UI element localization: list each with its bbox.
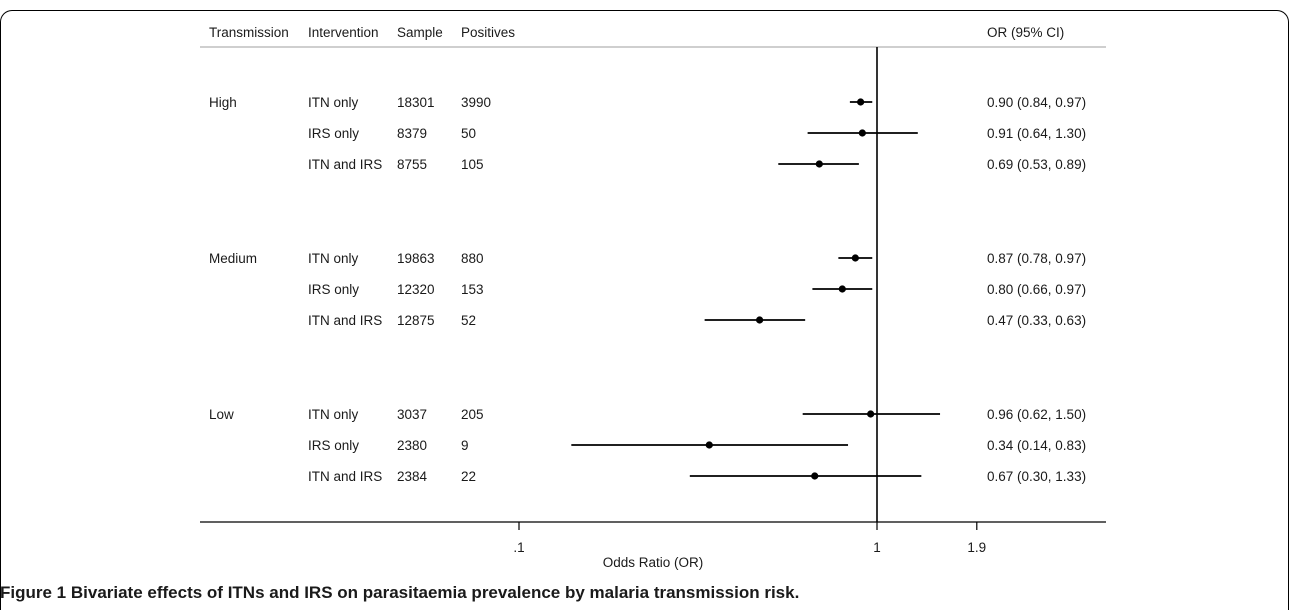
or-point [756, 316, 764, 324]
or-point [867, 410, 875, 418]
or-point [858, 129, 866, 137]
header-positives: Positives [461, 25, 515, 40]
intervention-cell: ITN and IRS [308, 313, 382, 328]
header-sample: Sample [397, 25, 443, 40]
figure-frame [0, 10, 1289, 610]
transmission-cell: High [209, 95, 237, 110]
header-or-ci: OR (95% CI) [987, 25, 1064, 40]
intervention-cell: IRS only [308, 126, 359, 141]
or-ci-cell: 0.91 (0.64, 1.30) [987, 126, 1086, 141]
positives-cell: 880 [461, 251, 484, 266]
or-ci-cell: 0.47 (0.33, 0.63) [987, 313, 1086, 328]
positives-cell: 205 [461, 407, 484, 422]
or-ci-cell: 0.34 (0.14, 0.83) [987, 438, 1086, 453]
positives-cell: 105 [461, 157, 484, 172]
or-ci-cell: 0.67 (0.30, 1.33) [987, 469, 1086, 484]
column-headers: Transmission Intervention Sample Positiv… [209, 25, 1064, 40]
or-point [705, 441, 713, 449]
x-axis-ticks: .1 1 1.9 [513, 522, 986, 555]
table-row: ITN and IRS 12875 52 0.47 (0.33, 0.63) [308, 313, 1086, 328]
positives-cell: 153 [461, 282, 484, 297]
x-tick-label: 1 [873, 540, 881, 555]
sample-cell: 8379 [397, 126, 427, 141]
sample-cell: 2384 [397, 469, 428, 484]
or-point [838, 285, 846, 293]
table-rows: High ITN only 18301 3990 0.90 (0.84, 0.97) IR… [209, 95, 1086, 484]
intervention-cell: ITN and IRS [308, 157, 382, 172]
or-point [857, 98, 865, 106]
table-row: Low ITN only 3037 205 0.96 (0.62, 1.50) [209, 407, 1086, 422]
intervention-cell: ITN and IRS [308, 469, 382, 484]
sample-cell: 8755 [397, 157, 427, 172]
ci-marks [571, 98, 941, 480]
x-tick-label: .1 [513, 540, 524, 555]
forest-plot: Transmission Intervention Sample Positiv… [200, 25, 1106, 570]
table-row: IRS only 12320 153 0.80 (0.66, 0.97) [308, 282, 1086, 297]
or-ci-cell: 0.90 (0.84, 0.97) [987, 95, 1086, 110]
or-point [811, 472, 819, 480]
figure-caption: Figure 1 Bivariate effects of ITNs and I… [0, 583, 799, 603]
intervention-cell: ITN only [308, 251, 359, 266]
intervention-cell: ITN only [308, 95, 359, 110]
header-transmission: Transmission [209, 25, 289, 40]
table-row: High ITN only 18301 3990 0.90 (0.84, 0.97) [209, 95, 1086, 110]
x-tick-label: 1.9 [967, 540, 986, 555]
sample-cell: 3037 [397, 407, 427, 422]
caption-text: Bivariate effects of ITNs and IRS on par… [70, 583, 800, 602]
table-row: IRS only 8379 50 0.91 (0.64, 1.30) [308, 126, 1086, 141]
x-axis-title: Odds Ratio (OR) [603, 555, 704, 570]
sample-cell: 12320 [397, 282, 435, 297]
or-ci-cell: 0.96 (0.62, 1.50) [987, 407, 1086, 422]
intervention-cell: ITN only [308, 407, 359, 422]
or-point [815, 160, 823, 168]
table-row: ITN and IRS 2384 22 0.67 (0.30, 1.33) [308, 469, 1086, 484]
intervention-cell: IRS only [308, 282, 359, 297]
table-row: Medium ITN only 19863 880 0.87 (0.78, 0.97) [209, 251, 1086, 266]
transmission-cell: Low [209, 407, 234, 422]
sample-cell: 19863 [397, 251, 435, 266]
table-row: ITN and IRS 8755 105 0.69 (0.53, 0.89) [308, 157, 1086, 172]
positives-cell: 50 [461, 126, 476, 141]
positives-cell: 52 [461, 313, 476, 328]
positives-cell: 22 [461, 469, 476, 484]
sample-cell: 2380 [397, 438, 427, 453]
or-ci-cell: 0.69 (0.53, 0.89) [987, 157, 1086, 172]
sample-cell: 18301 [397, 95, 435, 110]
or-ci-cell: 0.80 (0.66, 0.97) [987, 282, 1086, 297]
or-ci-cell: 0.87 (0.78, 0.97) [987, 251, 1086, 266]
caption-label: Figure 1 [0, 583, 67, 602]
header-intervention: Intervention [308, 25, 379, 40]
sample-cell: 12875 [397, 313, 435, 328]
positives-cell: 9 [461, 438, 469, 453]
intervention-cell: IRS only [308, 438, 359, 453]
or-point [851, 254, 859, 262]
table-row: IRS only 2380 9 0.34 (0.14, 0.83) [308, 438, 1086, 453]
transmission-cell: Medium [209, 251, 257, 266]
positives-cell: 3990 [461, 95, 491, 110]
